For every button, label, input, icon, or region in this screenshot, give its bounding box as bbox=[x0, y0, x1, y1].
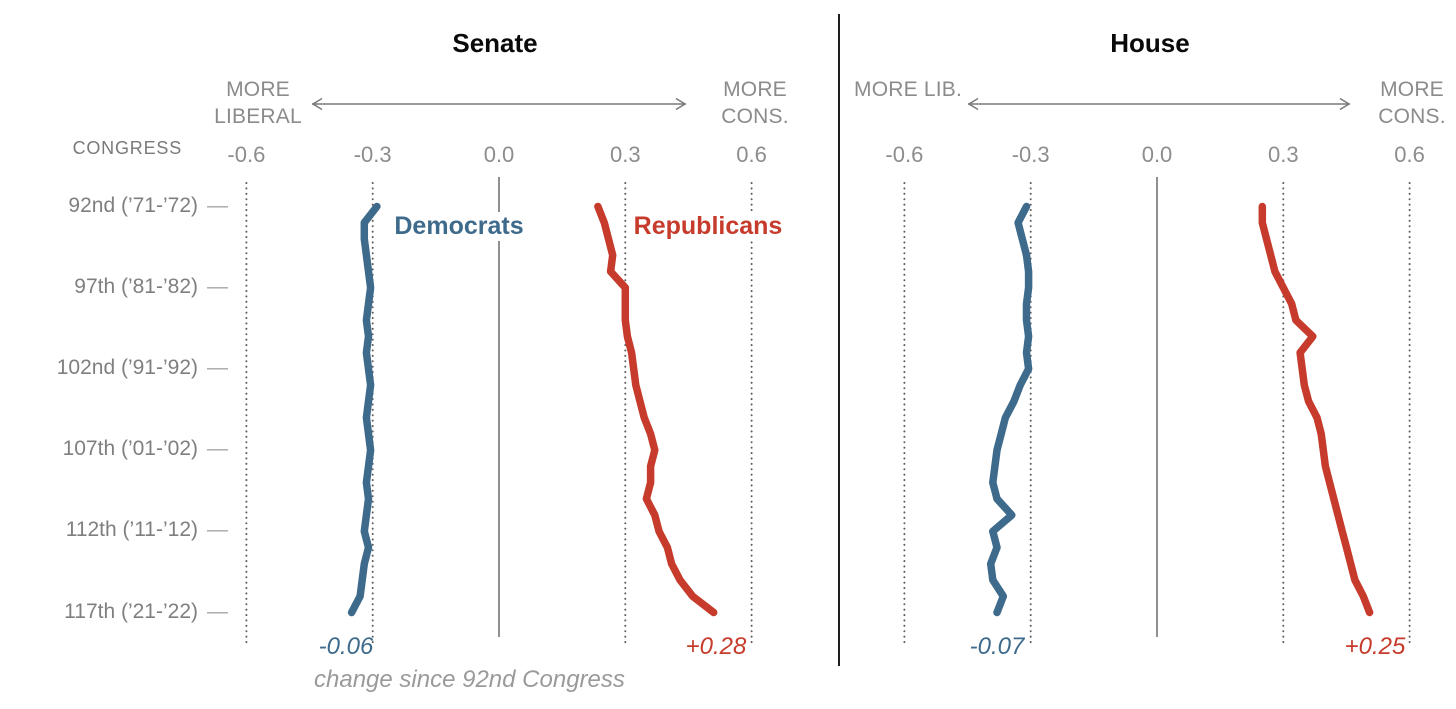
panel-divider bbox=[838, 14, 840, 666]
senate-dem-change-annotation: -0.06 bbox=[318, 633, 374, 660]
arrowhead-left-icon bbox=[311, 97, 323, 111]
house-democrats-line bbox=[986, 202, 1033, 617]
house-republicans-line bbox=[1258, 202, 1374, 617]
congress-row-label: 97th (’81-’82) — bbox=[0, 275, 228, 299]
congress-row-text: 107th (’01-’02) bbox=[62, 437, 198, 461]
x-tick-label: 0.3 bbox=[610, 142, 641, 167]
congress-row-tick: — bbox=[207, 193, 228, 217]
congress-row-tick: — bbox=[207, 599, 228, 623]
senate-republicans-line bbox=[594, 202, 718, 617]
senate-democrats-line bbox=[347, 202, 381, 617]
x-tick-label: 0.0 bbox=[1141, 142, 1173, 167]
congress-row-text: 92nd (’71-’72) bbox=[68, 193, 198, 217]
senate-rep-change-annotation: +0.28 bbox=[685, 633, 747, 660]
congress-row-text: 97th (’81-’82) bbox=[74, 274, 198, 298]
congress-row-label: 107th (’01-’02) — bbox=[0, 437, 228, 461]
house-dem-change-annotation: -0.07 bbox=[969, 633, 1025, 660]
congress-row-label: 92nd (’71-’72) — bbox=[0, 194, 228, 218]
house-more-lib-label: MORE LIB. bbox=[854, 78, 962, 101]
arrowhead-right-icon bbox=[675, 97, 687, 111]
x-tick-label: -0.3 bbox=[353, 142, 392, 167]
arrowhead-right-icon bbox=[1339, 97, 1351, 111]
x-tick-label: 0.3 bbox=[1268, 142, 1299, 167]
house-more-cons-label: MORE CONS. bbox=[1378, 78, 1446, 128]
republicans-series-label: Republicans bbox=[629, 212, 787, 241]
congress-row-tick: — bbox=[207, 274, 228, 298]
senate-more-liberal-label: MORE LIBERAL bbox=[214, 78, 302, 128]
house-rep-change-annotation: +0.25 bbox=[1344, 633, 1406, 660]
congress-row-tick: — bbox=[207, 437, 228, 461]
arrowhead-left-icon bbox=[967, 97, 979, 111]
congress-row-label: 112th (’11-’12) — bbox=[0, 518, 228, 542]
change-footnote: change since 92nd Congress bbox=[314, 666, 625, 693]
congress-row-label: 102nd (’91-’92) — bbox=[0, 356, 228, 380]
senate-more-cons-label: MORE CONS. bbox=[721, 78, 789, 128]
congress-row-tick: — bbox=[207, 355, 228, 379]
democrats-series-label: Democrats bbox=[390, 212, 528, 241]
x-tick-label: 0.6 bbox=[736, 142, 767, 167]
senate-panel-title: Senate bbox=[452, 28, 538, 58]
congress-row-text: 117th (’21-’22) bbox=[64, 599, 198, 623]
congress-row-text: 112th (’11-’12) bbox=[65, 518, 198, 542]
congress-row-tick: — bbox=[207, 518, 228, 542]
x-tick-label: 0.0 bbox=[483, 142, 515, 167]
congress-row-label: 117th (’21-’22) — bbox=[0, 600, 228, 624]
x-tick-label: -0.6 bbox=[885, 142, 924, 167]
house-panel-title: House bbox=[1110, 28, 1190, 58]
y-axis-title: CONGRESS bbox=[72, 138, 182, 158]
x-tick-label: 0.6 bbox=[1394, 142, 1425, 167]
x-tick-label: -0.6 bbox=[227, 142, 266, 167]
x-tick-label: -0.3 bbox=[1011, 142, 1050, 167]
congress-row-text: 102nd (’91-’92) bbox=[56, 355, 198, 379]
